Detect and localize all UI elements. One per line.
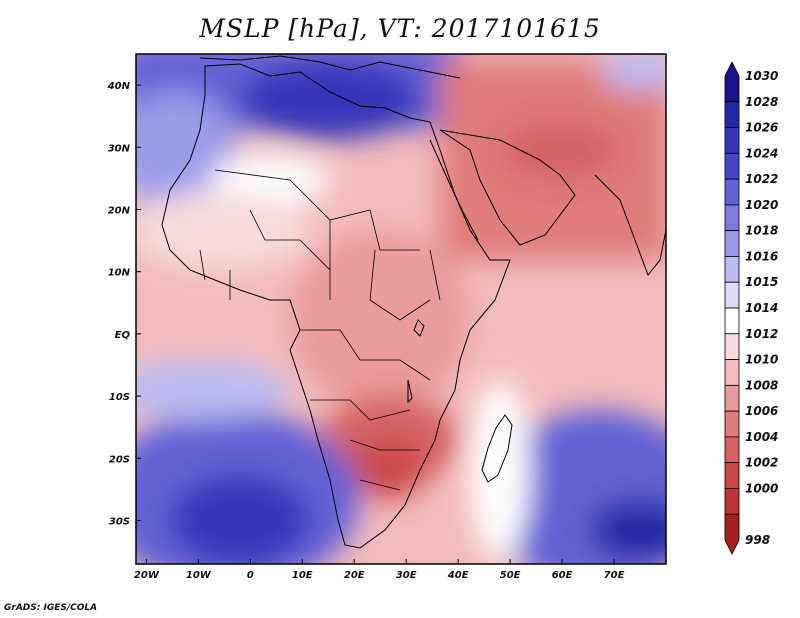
- y-tick-label: 40N: [107, 81, 131, 92]
- field-sahel-pale: [136, 190, 310, 270]
- colorbar-label: 1008: [745, 378, 778, 392]
- colorbar-swatch: [724, 256, 740, 283]
- colorbar-swatch: [724, 307, 740, 335]
- map-frame: [135, 53, 667, 565]
- colorbar-label: 1024: [745, 146, 778, 160]
- colorbar-swatch: [724, 101, 740, 128]
- x-tick-label: 30E: [396, 570, 417, 581]
- colorbar-swatch: [724, 127, 740, 154]
- colorbar-swatch: [724, 230, 740, 257]
- colorbar-swatch: [724, 513, 740, 555]
- colorbar-swatch: [724, 178, 740, 206]
- field-central-africa: [290, 230, 470, 410]
- colorbar-swatch: [724, 61, 740, 103]
- field-south-indian-core: [590, 500, 666, 560]
- field-gulf-guinea-high: [136, 360, 290, 420]
- x-tick-label: 40E: [447, 570, 469, 581]
- y-tick-label: 10S: [109, 392, 130, 403]
- coastlines: [161, 55, 666, 549]
- africa-coastline: [161, 63, 511, 549]
- arabia-coastline: [439, 129, 576, 246]
- colorbar-label: 1010: [745, 353, 778, 367]
- red-sea-line: [429, 139, 479, 241]
- europe-coastline: [199, 55, 461, 79]
- colorbar-label: 998: [745, 533, 770, 547]
- colorbar-label: 1014: [745, 301, 778, 315]
- colorbar-swatch: [724, 281, 740, 309]
- y-tick-label: 20N: [108, 205, 131, 216]
- credit-label: GrADS: IGES/COLA: [4, 603, 98, 613]
- x-tick-label: 10E: [292, 570, 313, 581]
- x-tick-label: 60E: [552, 570, 573, 581]
- colorbar-label: 1026: [745, 121, 778, 135]
- colorbar-label: 1002: [745, 456, 778, 470]
- x-tick-label: 20E: [344, 570, 365, 581]
- colorbar-swatch: [724, 384, 740, 412]
- colorbar-label: 1016: [745, 249, 778, 263]
- colorbar-swatch: [724, 333, 740, 360]
- colorbar-swatch: [724, 204, 740, 232]
- y-tick-label: 10N: [108, 268, 131, 279]
- border-lines: [199, 169, 441, 491]
- lakes: [407, 319, 425, 404]
- colorbar: 1030 1028 1026 1024 1022 1020 1018 1016 1015 1014…: [724, 61, 778, 555]
- colorbar-label: 1012: [745, 327, 778, 341]
- colorbar-swatch: [724, 462, 740, 489]
- india-coastline: [594, 174, 666, 277]
- colorbar-label: 1000: [745, 481, 778, 495]
- madagascar-coastline: [481, 414, 513, 483]
- x-tick-label: 20W: [134, 570, 160, 581]
- colorbar-swatch: [724, 410, 740, 438]
- colorbar-label: 1006: [745, 404, 778, 418]
- field-asia-high: [600, 54, 666, 90]
- x-axis-ticks: 20W 10W 0 10E 20E 30E 40E 50E 60E 70E: [134, 559, 625, 581]
- y-tick-label: 20S: [109, 454, 130, 465]
- y-tick-label: 30S: [109, 516, 130, 527]
- field-med-high-core: [240, 60, 420, 140]
- x-tick-label: 0: [247, 570, 254, 581]
- field-south-atlantic-core: [170, 475, 310, 564]
- y-tick-label: 30N: [108, 143, 131, 154]
- colorbar-label: 1030: [745, 69, 778, 83]
- colorbar-label: 1018: [745, 224, 778, 238]
- field-southern-low-core: [355, 440, 425, 500]
- colorbar-label: 1015: [745, 275, 778, 289]
- field-persia-low: [500, 120, 620, 180]
- x-tick-label: 50E: [500, 570, 521, 581]
- map-title: MSLP [hPa], VT: 2017101615: [199, 14, 601, 43]
- colorbar-swatch: [724, 152, 740, 180]
- field-shading: [136, 54, 666, 564]
- colorbar-label: 1028: [745, 95, 778, 109]
- x-tick-label: 10W: [186, 570, 212, 581]
- y-axis-ticks: 40N 30N 20N 10N EQ 10S 20S 30S: [107, 81, 141, 527]
- colorbar-label: 1022: [745, 172, 778, 186]
- y-tick-label: EQ: [115, 330, 131, 341]
- colorbar-label: 1020: [745, 198, 778, 212]
- colorbar-swatch: [724, 359, 740, 386]
- colorbar-label: 1004: [745, 430, 778, 444]
- x-tick-label: 70E: [604, 570, 625, 581]
- pressure-field: [136, 54, 666, 564]
- colorbar-swatch: [724, 488, 740, 515]
- colorbar-swatch: [724, 436, 740, 464]
